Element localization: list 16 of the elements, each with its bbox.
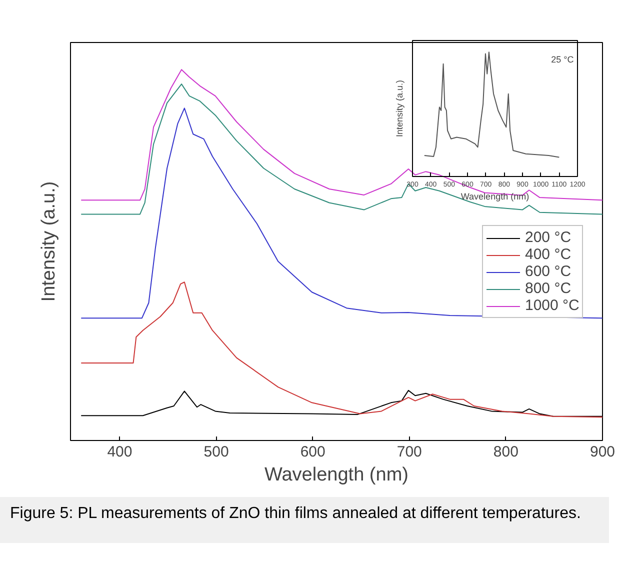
x-tick-label: 700	[396, 444, 422, 460]
x-axis-title: Wavelength (nm)	[264, 464, 408, 486]
x-tick-label: 800	[493, 444, 518, 460]
x-tick-label: 400	[107, 444, 132, 460]
legend-label: 200 °C	[525, 229, 572, 246]
caption: Figure 5: PL measurements of ZnO thin films annealed at different temperatures.	[10, 504, 581, 524]
x-tick-label: 900	[590, 444, 616, 460]
legend-label: 800 °C	[525, 280, 572, 297]
x-tick-label: 500	[204, 444, 229, 460]
legend-label: 600 °C	[525, 263, 572, 280]
y-axis-title: Intensity (a.u.)	[38, 181, 60, 302]
x-tick-label: 600	[300, 444, 326, 460]
legend-label: 1000 °C	[525, 297, 580, 314]
y-axis-title: Intensity (a.u.)	[394, 80, 404, 138]
annotation: 25 °C	[551, 54, 574, 65]
legend-label: 400 °C	[525, 246, 572, 263]
